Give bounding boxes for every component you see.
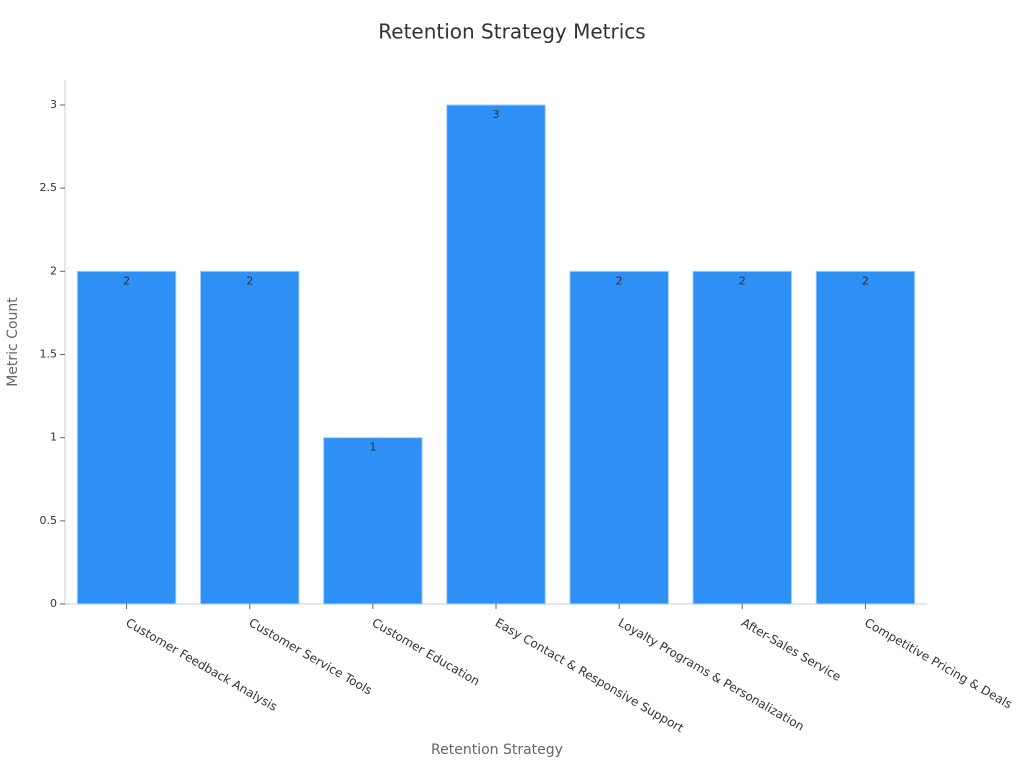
value-label: 3 [493,108,500,121]
value-label: 2 [739,274,746,287]
y-tick-label: 2.5 [40,181,58,194]
bar [446,104,546,605]
x-axis-title: Retention Strategy [431,742,563,758]
y-tick-label: 1.5 [40,347,58,360]
value-label: 1 [369,441,376,454]
y-tick-label: 2 [50,264,57,277]
bar [815,270,916,605]
value-label: 2 [246,274,253,287]
x-tick-label: Competitive Pricing & Deals [862,616,1014,712]
bar [76,270,177,605]
bar [692,270,793,605]
y-tick-label: 3 [50,98,57,111]
bar [199,270,300,605]
value-label: 2 [616,274,623,287]
x-tick-label: Easy Contact & Responsive Support [493,616,687,736]
value-label: 2 [123,274,130,287]
x-tick-label: After-Sales Service [739,616,843,684]
value-label: 2 [862,274,869,287]
y-tick-label: 1 [50,431,57,444]
bar [323,437,423,605]
y-tick-label: 0 [50,597,57,610]
chart-title: Retention Strategy Metrics [378,20,645,44]
bar [569,270,669,605]
y-axis-title: Metric Count [5,297,21,387]
y-tick-label: 0.5 [40,514,58,527]
x-tick-label: Customer Education [370,616,483,689]
x-tick-label: Customer Service Tools [246,616,374,698]
